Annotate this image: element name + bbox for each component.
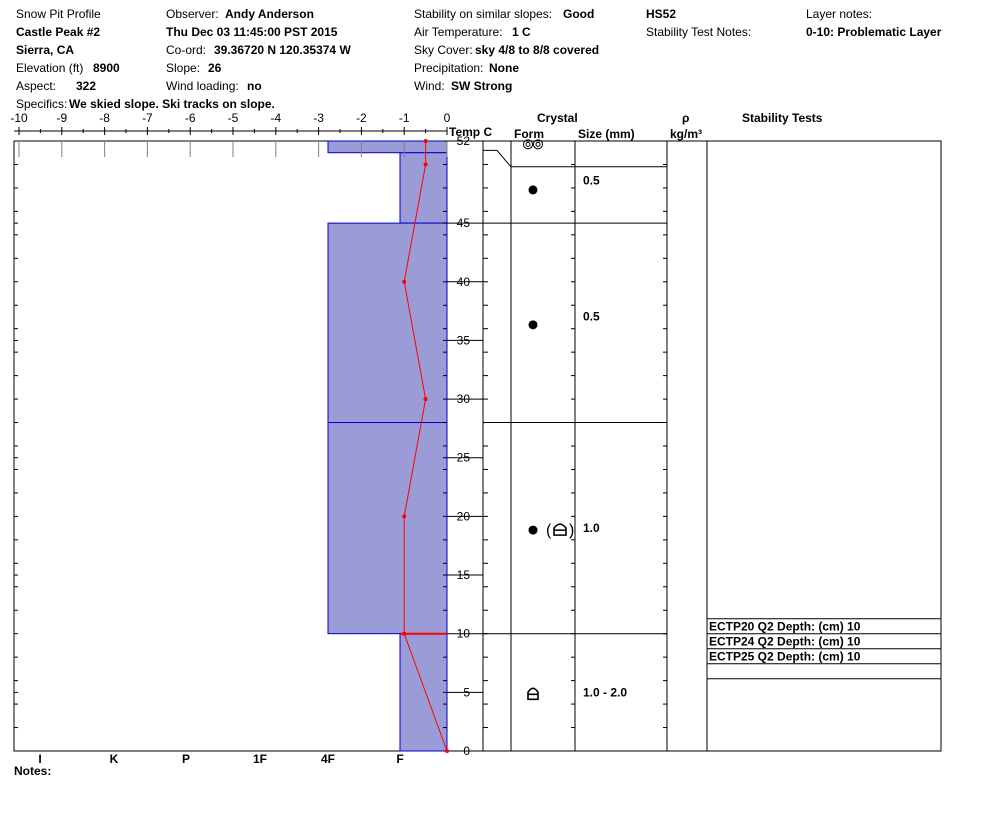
crystal-form-icon [533,139,543,150]
temp-tick-label: -6 [185,111,196,125]
hardness-label: P [182,752,190,766]
density-units: kg/m³ [670,127,703,141]
air-temp-value: 1 C [512,25,531,39]
layer-connector [483,149,667,168]
temperature-point [402,514,407,519]
hardness-label: I [38,752,41,766]
observer-value: Andy Anderson [225,7,314,21]
stability-tests-header: Stability Tests [742,111,823,125]
sky-cover-value: sky 4/8 to 8/8 covered [475,43,600,57]
slope-label: Slope: [166,61,201,75]
crystal-header: Crystal [537,111,578,125]
height-tick-label: 30 [457,392,471,406]
temp-tick-label: -3 [313,111,324,125]
notes-label: Notes: [14,764,52,778]
stability-test-entry: ECTP25 Q2 Depth: (cm) 10 [709,650,861,664]
precipitation-value: None [489,61,519,75]
elevation-value: 8900 [93,61,120,75]
profile-title: Snow Pit Profile [16,7,101,21]
specifics-label: Specifics: [16,97,68,111]
height-tick-label: 25 [457,451,471,465]
crystal-size-label: 0.5 [583,309,600,323]
elevation-label: Elevation (ft) [16,61,84,75]
layer-notes-label: Layer notes: [806,7,873,21]
hardness-bar [399,152,448,224]
temp-tick-label: -9 [56,111,67,125]
temp-tick-label: 0 [444,111,451,125]
crystal-form-icon [535,141,541,147]
stability-test-entry: ECTP20 Q2 Depth: (cm) 10 [709,620,861,634]
density-header: ρ [682,111,690,125]
coord-label: Co-ord: [166,43,207,57]
crystal-form-icon [525,141,531,147]
sky-cover-label: Sky Cover: [414,43,473,57]
stability-test-entry: ECTP24 Q2 Depth: (cm) 10 [709,635,861,649]
rounds-icon [528,320,538,330]
aspect-value: 322 [76,79,97,93]
hardness-bar [399,633,448,752]
crystal-size-label: 1.0 - 2.0 [583,685,627,699]
wind-value: SW Strong [451,79,513,93]
air-temp-label: Air Temperature: [414,25,503,39]
temperature-point [402,279,407,284]
location-name: Castle Peak #2 [16,25,101,39]
hardness-label: 4F [321,752,335,766]
depth-hoar-icon [527,687,539,701]
height-tick-label: 5 [463,685,470,699]
wind-label: Wind: [414,79,445,93]
hardness-label: K [110,752,119,766]
hs-value: HS52 [646,7,677,21]
aspect-label: Aspect: [16,79,57,93]
depth-hoar-icon [553,523,567,536]
temperature-point [423,139,428,143]
temperature-point [423,162,428,167]
temp-axis-title: Temp C [449,125,493,139]
region-name: Sierra, CA [16,43,75,57]
rounds-icon [528,525,538,535]
hardness-bar [327,422,448,635]
precipitation-label: Precipitation: [414,61,484,75]
wind-loading-value: no [247,79,262,93]
stability-notes-label: Stability Test Notes: [646,25,752,39]
form-header: Form [514,127,544,141]
hardness-bar [327,222,448,424]
hardness-label: 1F [253,752,267,766]
temp-tick-label: -5 [228,111,239,125]
hardness-bar [327,140,448,154]
temp-tick-label: -1 [399,111,410,125]
temp-tick-label: -4 [270,111,281,125]
temperature-point [445,749,449,753]
height-tick-label: 20 [457,509,471,523]
observation-datetime: Thu Dec 03 11:45:00 PST 2015 [166,25,338,39]
paren-open: ( [546,522,552,539]
wind-loading-label: Wind loading: [166,79,239,93]
layer-notes-value: 0-10: Problematic Layer [806,25,942,39]
stability-value: Good [563,7,595,21]
crystal-size-label: 1.0 [583,521,600,535]
height-tick-label: 10 [457,627,471,641]
observer-label: Observer: [166,7,219,21]
height-tick-label: 0 [463,744,470,758]
crystal-size-label: 0.5 [583,173,600,187]
specifics-value: We skied slope. Ski tracks on slope. [69,97,275,111]
size-header: Size (mm) [578,127,635,141]
paren-close: ) [569,522,574,539]
height-tick-label: 40 [457,275,471,289]
height-tick-label: 52 [457,134,471,148]
stability-label: Stability on similar slopes: [414,7,553,21]
hardness-label: F [396,752,403,766]
height-tick-label: 15 [457,568,471,582]
temp-tick-label: -7 [142,111,153,125]
slope-value: 26 [208,61,222,75]
temp-tick-label: -2 [356,111,367,125]
crystal-form-icon [523,139,533,150]
rounds-icon [528,185,538,195]
temperature-point [423,397,428,402]
coord-value: 39.36720 N 120.35374 W [214,43,351,57]
height-tick-label: 45 [457,216,471,230]
temp-tick-label: -10 [10,111,28,125]
height-tick-label: 35 [457,333,471,347]
temp-tick-label: -8 [99,111,110,125]
